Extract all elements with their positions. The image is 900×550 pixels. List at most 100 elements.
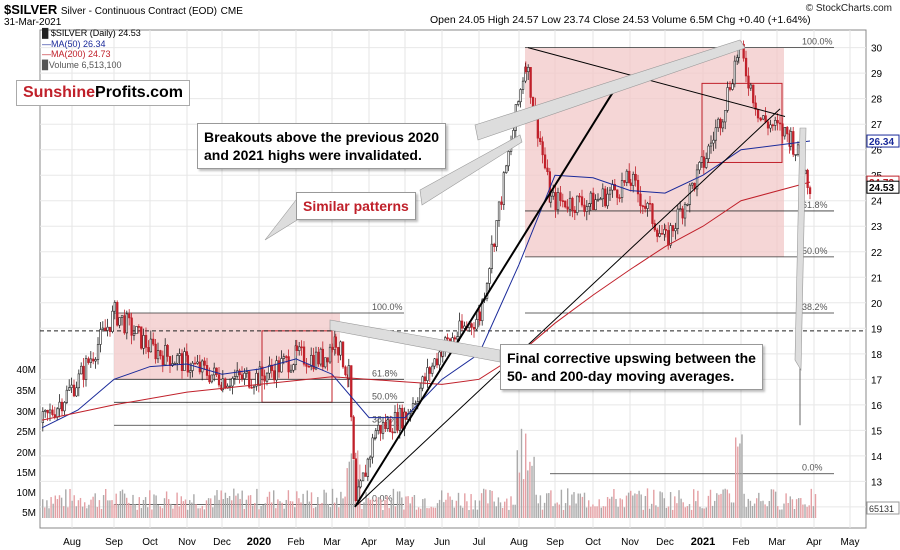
volume-bar: [67, 507, 69, 518]
candle-body: [478, 311, 482, 322]
fib-level-label: 100.0%: [802, 37, 833, 47]
y-tick-label: 26: [871, 146, 883, 157]
candle-body: [307, 365, 311, 368]
volume-bar: [510, 496, 512, 518]
candle-body: [543, 154, 547, 169]
x-tick-label: Feb: [732, 537, 750, 548]
candle-body: [339, 341, 342, 356]
volume-bar: [688, 504, 691, 518]
candle-body: [796, 144, 800, 155]
volume-bar: [336, 497, 338, 518]
x-tick-label: Mar: [323, 537, 341, 548]
volume-bar: [808, 505, 810, 518]
fib-level-label: 50.0%: [372, 391, 398, 401]
candle-body: [700, 156, 704, 163]
volume-bar: [459, 505, 462, 518]
candle-body: [806, 169, 809, 188]
x-tick-label: Dec: [213, 537, 231, 548]
volume-bar: [579, 493, 581, 518]
volume-bar: [483, 488, 485, 518]
volume-bar: [329, 507, 332, 518]
candle-body: [705, 158, 708, 168]
candle-body: [245, 371, 249, 374]
candle-body: [250, 386, 253, 389]
volume-bar: [499, 502, 502, 518]
candle-body: [794, 154, 797, 156]
candle-body: [210, 374, 214, 383]
y-tick-label: 15: [871, 426, 883, 437]
candle-body: [664, 229, 668, 231]
candle-body: [709, 142, 713, 147]
candle-body: [613, 183, 617, 191]
volume-bar: [558, 504, 560, 518]
candle-body: [507, 151, 510, 167]
volume-bar: [567, 488, 569, 518]
candle-body: [789, 131, 793, 147]
ohlc-readout: Open 24.05 High 24.57 Low 23.74 Close 24…: [430, 14, 811, 26]
candle-body: [128, 313, 131, 319]
candle-body: [341, 341, 345, 368]
candle-body: [458, 320, 461, 337]
volume-bar: [588, 500, 590, 518]
candle-body: [233, 376, 237, 379]
volume-bar: [159, 506, 161, 518]
volume-bar: [371, 499, 374, 518]
candle-body: [463, 325, 466, 329]
volume-bar: [466, 501, 468, 518]
candle-body: [714, 127, 718, 141]
volume-bar: [596, 506, 598, 518]
volume-bar: [432, 507, 434, 518]
volume-bar: [632, 495, 634, 518]
candle-body: [783, 127, 787, 137]
volume-bar: [388, 508, 390, 518]
y-tick-label: 20: [871, 299, 883, 310]
volume-bar: [554, 503, 556, 518]
volume-bar: [533, 456, 535, 518]
candle-body: [77, 373, 81, 389]
symbol: $SILVER: [4, 2, 58, 17]
candle-body: [552, 192, 555, 197]
volume-bar: [363, 502, 365, 518]
candle-body: [733, 60, 737, 85]
volume-bar: [678, 490, 680, 518]
candle-body: [48, 409, 52, 414]
candle-body: [180, 353, 184, 371]
volume-bar: [573, 492, 575, 518]
candle-body: [164, 345, 167, 366]
volume-bar: [149, 490, 151, 518]
candle-body: [357, 486, 360, 502]
volume-bar: [571, 494, 573, 518]
volume-bar: [760, 501, 762, 518]
volume-bar: [218, 499, 220, 518]
volume-bar: [648, 508, 651, 518]
volume-bar: [810, 488, 812, 518]
candle-body: [273, 370, 276, 381]
candle-body: [261, 366, 264, 377]
candle-body: [352, 416, 355, 460]
candle-body: [198, 361, 202, 373]
volume-bar: [98, 500, 101, 518]
volume-bar: [365, 492, 367, 518]
volume-bar: [623, 507, 626, 518]
volume-bar: [184, 499, 187, 518]
x-tick-label: Dec: [656, 537, 674, 548]
candle-body: [639, 193, 642, 207]
volume-bar: [352, 460, 355, 518]
candle-body: [721, 121, 725, 129]
candle-body: [546, 167, 549, 172]
volume-bar: [716, 493, 718, 518]
ma50-line: [41, 140, 811, 429]
volume-bar: [495, 506, 497, 518]
volume-bar: [310, 492, 313, 518]
candle-body: [414, 403, 417, 405]
candle-body: [632, 173, 635, 186]
candle-body: [359, 480, 362, 488]
candle-body: [531, 97, 535, 107]
fib-level-label: 50.0%: [802, 246, 828, 256]
volume-bar: [508, 509, 510, 518]
y-tick-label: 21: [871, 273, 883, 284]
volume-bar: [468, 509, 470, 518]
candle-body: [314, 351, 318, 370]
volume-tick-label: 10M: [17, 488, 36, 499]
y-tick-label: 24: [871, 197, 883, 208]
